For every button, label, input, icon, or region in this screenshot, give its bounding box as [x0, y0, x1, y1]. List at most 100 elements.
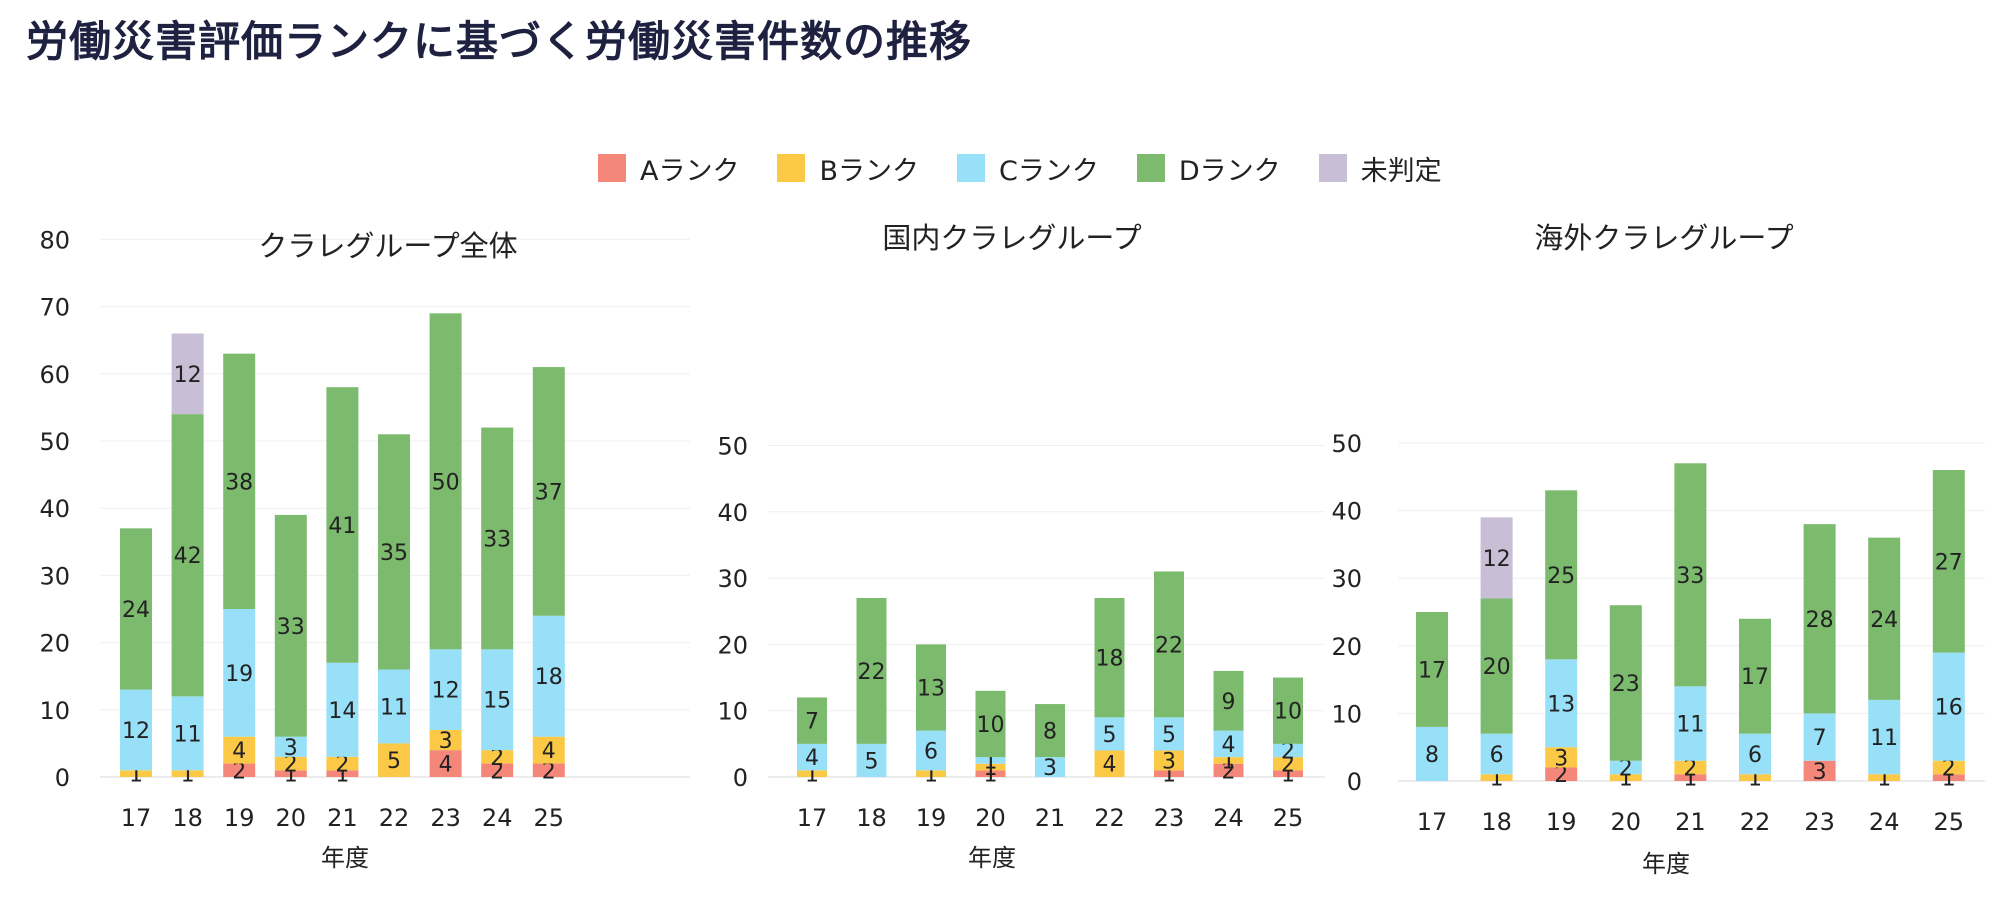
legend-swatch	[598, 154, 626, 182]
data-label: 2	[1222, 759, 1236, 784]
data-label: 7	[805, 710, 819, 735]
data-label: 35	[380, 541, 408, 566]
bar-segment	[1213, 757, 1244, 764]
x-tick-label: 19	[1546, 808, 1577, 836]
data-label: 6	[924, 739, 938, 764]
data-label: 2	[542, 759, 556, 784]
bar-segment	[532, 763, 565, 777]
bar-segment	[223, 353, 256, 609]
bar-segment	[1739, 774, 1771, 781]
bar-segment	[1213, 763, 1244, 777]
y-tick-label: 0	[1347, 768, 1362, 796]
x-tick-label: 22	[379, 804, 410, 832]
data-label: 2	[284, 753, 298, 778]
data-label: 10	[977, 713, 1005, 738]
bar-segment	[1273, 770, 1303, 777]
y-tick-label: 40	[1331, 498, 1362, 526]
data-label: 2	[232, 759, 246, 784]
bar-segment	[1868, 774, 1901, 781]
x-tick-label: 19	[916, 804, 947, 832]
legend-item: Aランク	[598, 149, 739, 188]
data-label: 13	[917, 676, 945, 701]
data-label: 25	[1547, 564, 1575, 589]
legend-label: Aランク	[640, 155, 740, 187]
data-label: 6	[1490, 743, 1504, 768]
x-tick-label: 21	[1035, 804, 1066, 832]
bar-segment	[1803, 760, 1836, 781]
bar-segment	[1609, 605, 1642, 761]
x-tick-label: 20	[975, 804, 1006, 832]
x-axis-label: 年度	[968, 844, 1016, 872]
bar-segment	[797, 743, 827, 771]
bar-segment	[429, 729, 462, 751]
bar-segment	[1480, 598, 1513, 734]
x-tick-label: 18	[172, 804, 203, 832]
x-tick-label: 24	[482, 804, 513, 832]
x-tick-label: 20	[276, 804, 307, 832]
legend-label: Cランク	[999, 155, 1099, 187]
bar-segment	[378, 434, 410, 670]
data-label: 4	[232, 739, 246, 764]
x-tick-label: 25	[1934, 808, 1965, 836]
y-tick-label: 30	[39, 562, 70, 590]
bar-segment	[1094, 717, 1125, 751]
x-tick-label: 18	[856, 804, 887, 832]
x-tick-label: 23	[430, 804, 461, 832]
bar-segment	[797, 770, 827, 777]
data-label: 12	[1483, 547, 1511, 572]
data-label: 13	[1547, 692, 1575, 717]
data-label: 17	[1741, 665, 1769, 690]
bar-segment	[1932, 774, 1965, 781]
bar-segment	[481, 649, 514, 751]
bar-segment	[1273, 677, 1303, 744]
y-tick-label: 20	[39, 630, 70, 658]
data-label: 2	[1281, 739, 1295, 764]
y-tick-label: 30	[717, 565, 748, 593]
data-label: 3	[1043, 756, 1057, 781]
legend-item: 未判定	[1318, 149, 1442, 188]
y-tick-label: 30	[1331, 565, 1362, 593]
data-label: 8	[1043, 720, 1057, 745]
bar-segment	[1213, 670, 1244, 731]
data-label: 2	[1683, 756, 1697, 781]
bar-segment	[532, 615, 565, 737]
bar-segment	[797, 697, 827, 744]
bar-segment	[1868, 537, 1901, 700]
bar-segment	[1609, 774, 1642, 781]
chart-title: 海外クラレグループ	[1534, 221, 1793, 255]
data-label: 24	[1870, 608, 1898, 633]
data-label: 5	[1162, 723, 1176, 748]
bar-segment	[1480, 733, 1513, 775]
x-tick-label: 22	[1740, 808, 1771, 836]
bar-segment	[532, 367, 565, 616]
bar-segment	[1094, 597, 1125, 718]
bar-segment	[975, 757, 1006, 764]
x-tick-label: 17	[797, 804, 828, 832]
bar-segment	[975, 770, 1006, 777]
data-label: 7	[1813, 726, 1827, 751]
bar-segment	[1609, 760, 1642, 775]
x-tick-label: 21	[1675, 808, 1706, 836]
bar-segment	[1480, 774, 1513, 781]
bar-segment	[1035, 704, 1065, 758]
data-label: 12	[122, 719, 150, 744]
data-label: 3	[1813, 760, 1827, 785]
data-label: 17	[1418, 658, 1446, 683]
bar-segment	[1868, 699, 1901, 775]
bar-segment	[326, 756, 359, 771]
data-label: 16	[1935, 696, 1963, 721]
bar-segment	[223, 609, 256, 737]
x-tick-label: 25	[534, 804, 565, 832]
data-label: 2	[1281, 753, 1295, 778]
legend-swatch	[777, 154, 806, 182]
bar-segment	[223, 736, 256, 764]
bar-segment	[1154, 571, 1184, 718]
bar-segment	[1674, 686, 1707, 761]
y-tick-label: 0	[733, 764, 748, 792]
y-tick-label: 10	[1331, 700, 1362, 728]
data-label: 11	[1676, 713, 1704, 738]
x-tick-label: 19	[224, 804, 255, 832]
bar-segment	[1154, 717, 1184, 751]
bar-segment	[171, 333, 204, 415]
